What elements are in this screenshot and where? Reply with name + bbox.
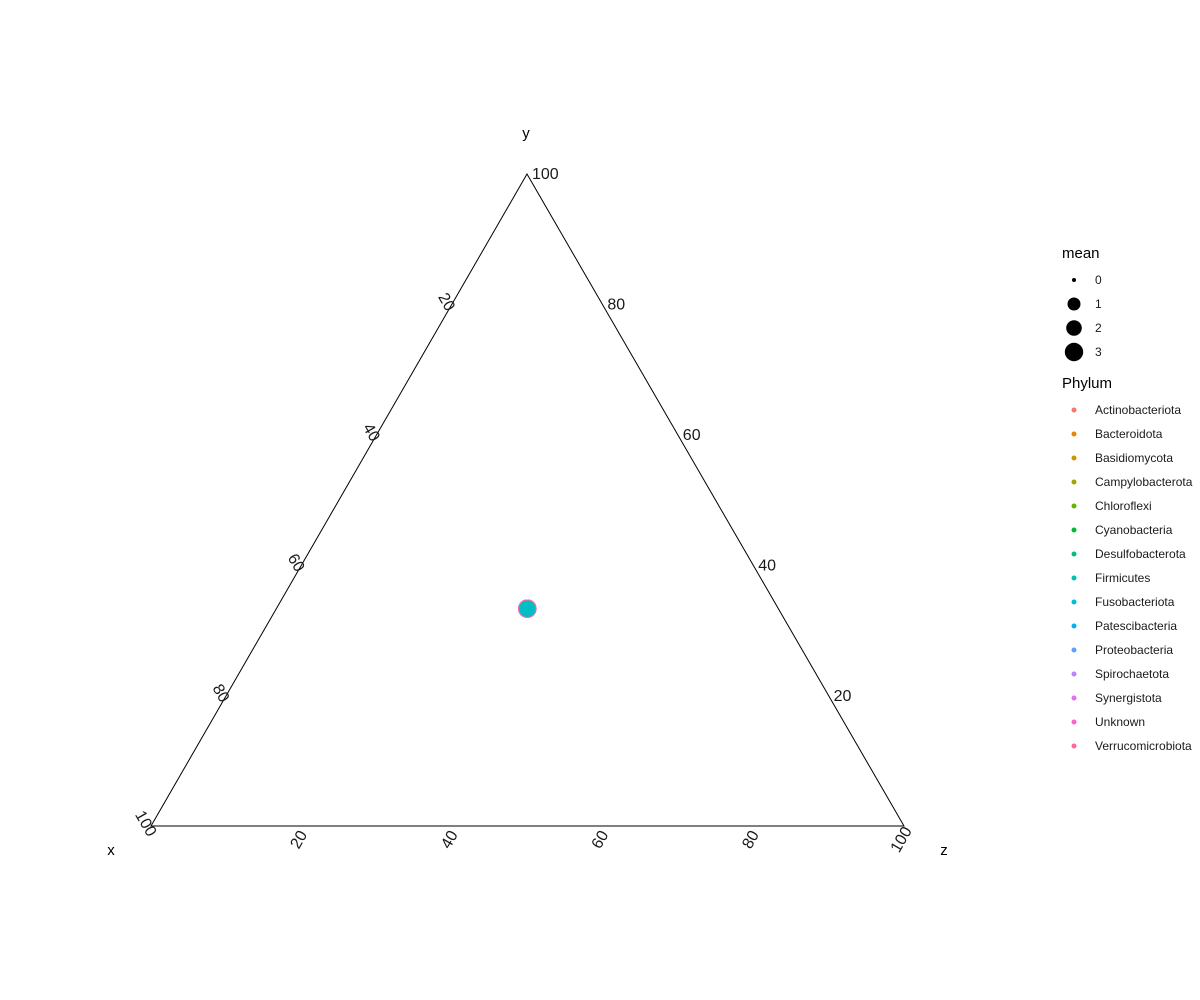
x-tick-label: 60 xyxy=(284,551,308,575)
legend-color-label: Basidiomycota xyxy=(1095,451,1173,465)
legend-color-key xyxy=(1071,671,1077,677)
legend-color-key xyxy=(1071,599,1077,605)
legend-size-label: 0 xyxy=(1095,273,1102,287)
legend-color-key xyxy=(1071,719,1077,725)
x-tick-label: 40 xyxy=(359,421,383,445)
triangle-outline xyxy=(150,173,905,827)
legend-color-label: Firmicutes xyxy=(1095,571,1150,585)
legend-color-label: Chloroflexi xyxy=(1095,499,1152,513)
axis-label-z: z xyxy=(940,842,948,859)
z-tick-label: 20 xyxy=(288,828,312,852)
legend-color-key xyxy=(1071,455,1077,461)
y-tick-label: 20 xyxy=(834,688,852,705)
legend-title-phylum: Phylum xyxy=(1062,375,1112,392)
legend-color-key xyxy=(1071,551,1077,557)
legend-size-key xyxy=(1072,278,1076,282)
y-tick-label: 80 xyxy=(607,297,625,314)
x-tick-label: 100 xyxy=(131,808,159,840)
z-tick-label: 40 xyxy=(438,828,462,852)
legend-color-key xyxy=(1071,479,1077,485)
axis-label-x: x xyxy=(107,842,115,859)
z-tick-label: 60 xyxy=(589,828,613,852)
legend-size-key xyxy=(1066,320,1082,336)
legend-color-key xyxy=(1071,623,1077,629)
y-tick-label: 60 xyxy=(683,427,701,444)
legend-color-label: Verrucomicrobiota xyxy=(1095,739,1192,753)
legend-color-label: Fusobacteriota xyxy=(1095,595,1175,609)
legend-color-key xyxy=(1071,695,1077,701)
legend-color-label: Cyanobacteria xyxy=(1095,523,1173,537)
legend-color-key xyxy=(1071,503,1077,509)
legend-color-label: Spirochaetota xyxy=(1095,667,1169,681)
legend-color-key xyxy=(1071,575,1077,581)
legend-size-key xyxy=(1067,297,1081,311)
legend-color-label: Bacteroidota xyxy=(1095,427,1163,441)
legend-color-label: Proteobacteria xyxy=(1095,643,1173,657)
legend-color-label: Desulfobacterota xyxy=(1095,547,1186,561)
legend-title-mean: mean xyxy=(1062,245,1100,262)
y-tick-label: 40 xyxy=(758,557,776,574)
y-tick-label: 100 xyxy=(532,166,559,183)
legend-color-key xyxy=(1071,743,1077,749)
legend-color-label: Actinobacteriota xyxy=(1095,403,1181,417)
legend-color-key xyxy=(1071,431,1077,437)
legend-color-key xyxy=(1071,527,1077,533)
z-tick-label: 80 xyxy=(739,828,763,852)
legend-color-label: Unknown xyxy=(1095,715,1145,729)
legend-size-label: 2 xyxy=(1095,321,1102,335)
legend-size-key xyxy=(1064,342,1084,362)
legend-color-key xyxy=(1071,647,1077,653)
legend-color-key xyxy=(1071,407,1077,413)
legend-size-label: 1 xyxy=(1095,297,1102,311)
legend-color-label: Patescibacteria xyxy=(1095,619,1177,633)
legend-size-label: 3 xyxy=(1095,345,1102,359)
x-tick-label: 20 xyxy=(434,290,458,314)
legend: mean 0 1 2 3 Phylum Actinobacteriota Bacteroido… xyxy=(1062,245,1193,753)
x-tick-label: 80 xyxy=(209,682,233,706)
plot-area: y x z 20 40 60 80 100 20 40 60 80 100 20 40 60 80 100 xyxy=(107,125,948,859)
axis-label-y: y xyxy=(522,125,530,142)
z-tick-label: 100 xyxy=(888,824,916,856)
legend-color-label: Synergistota xyxy=(1095,691,1162,705)
data-point xyxy=(519,600,536,617)
legend-color-label: Campylobacterota xyxy=(1095,475,1193,489)
